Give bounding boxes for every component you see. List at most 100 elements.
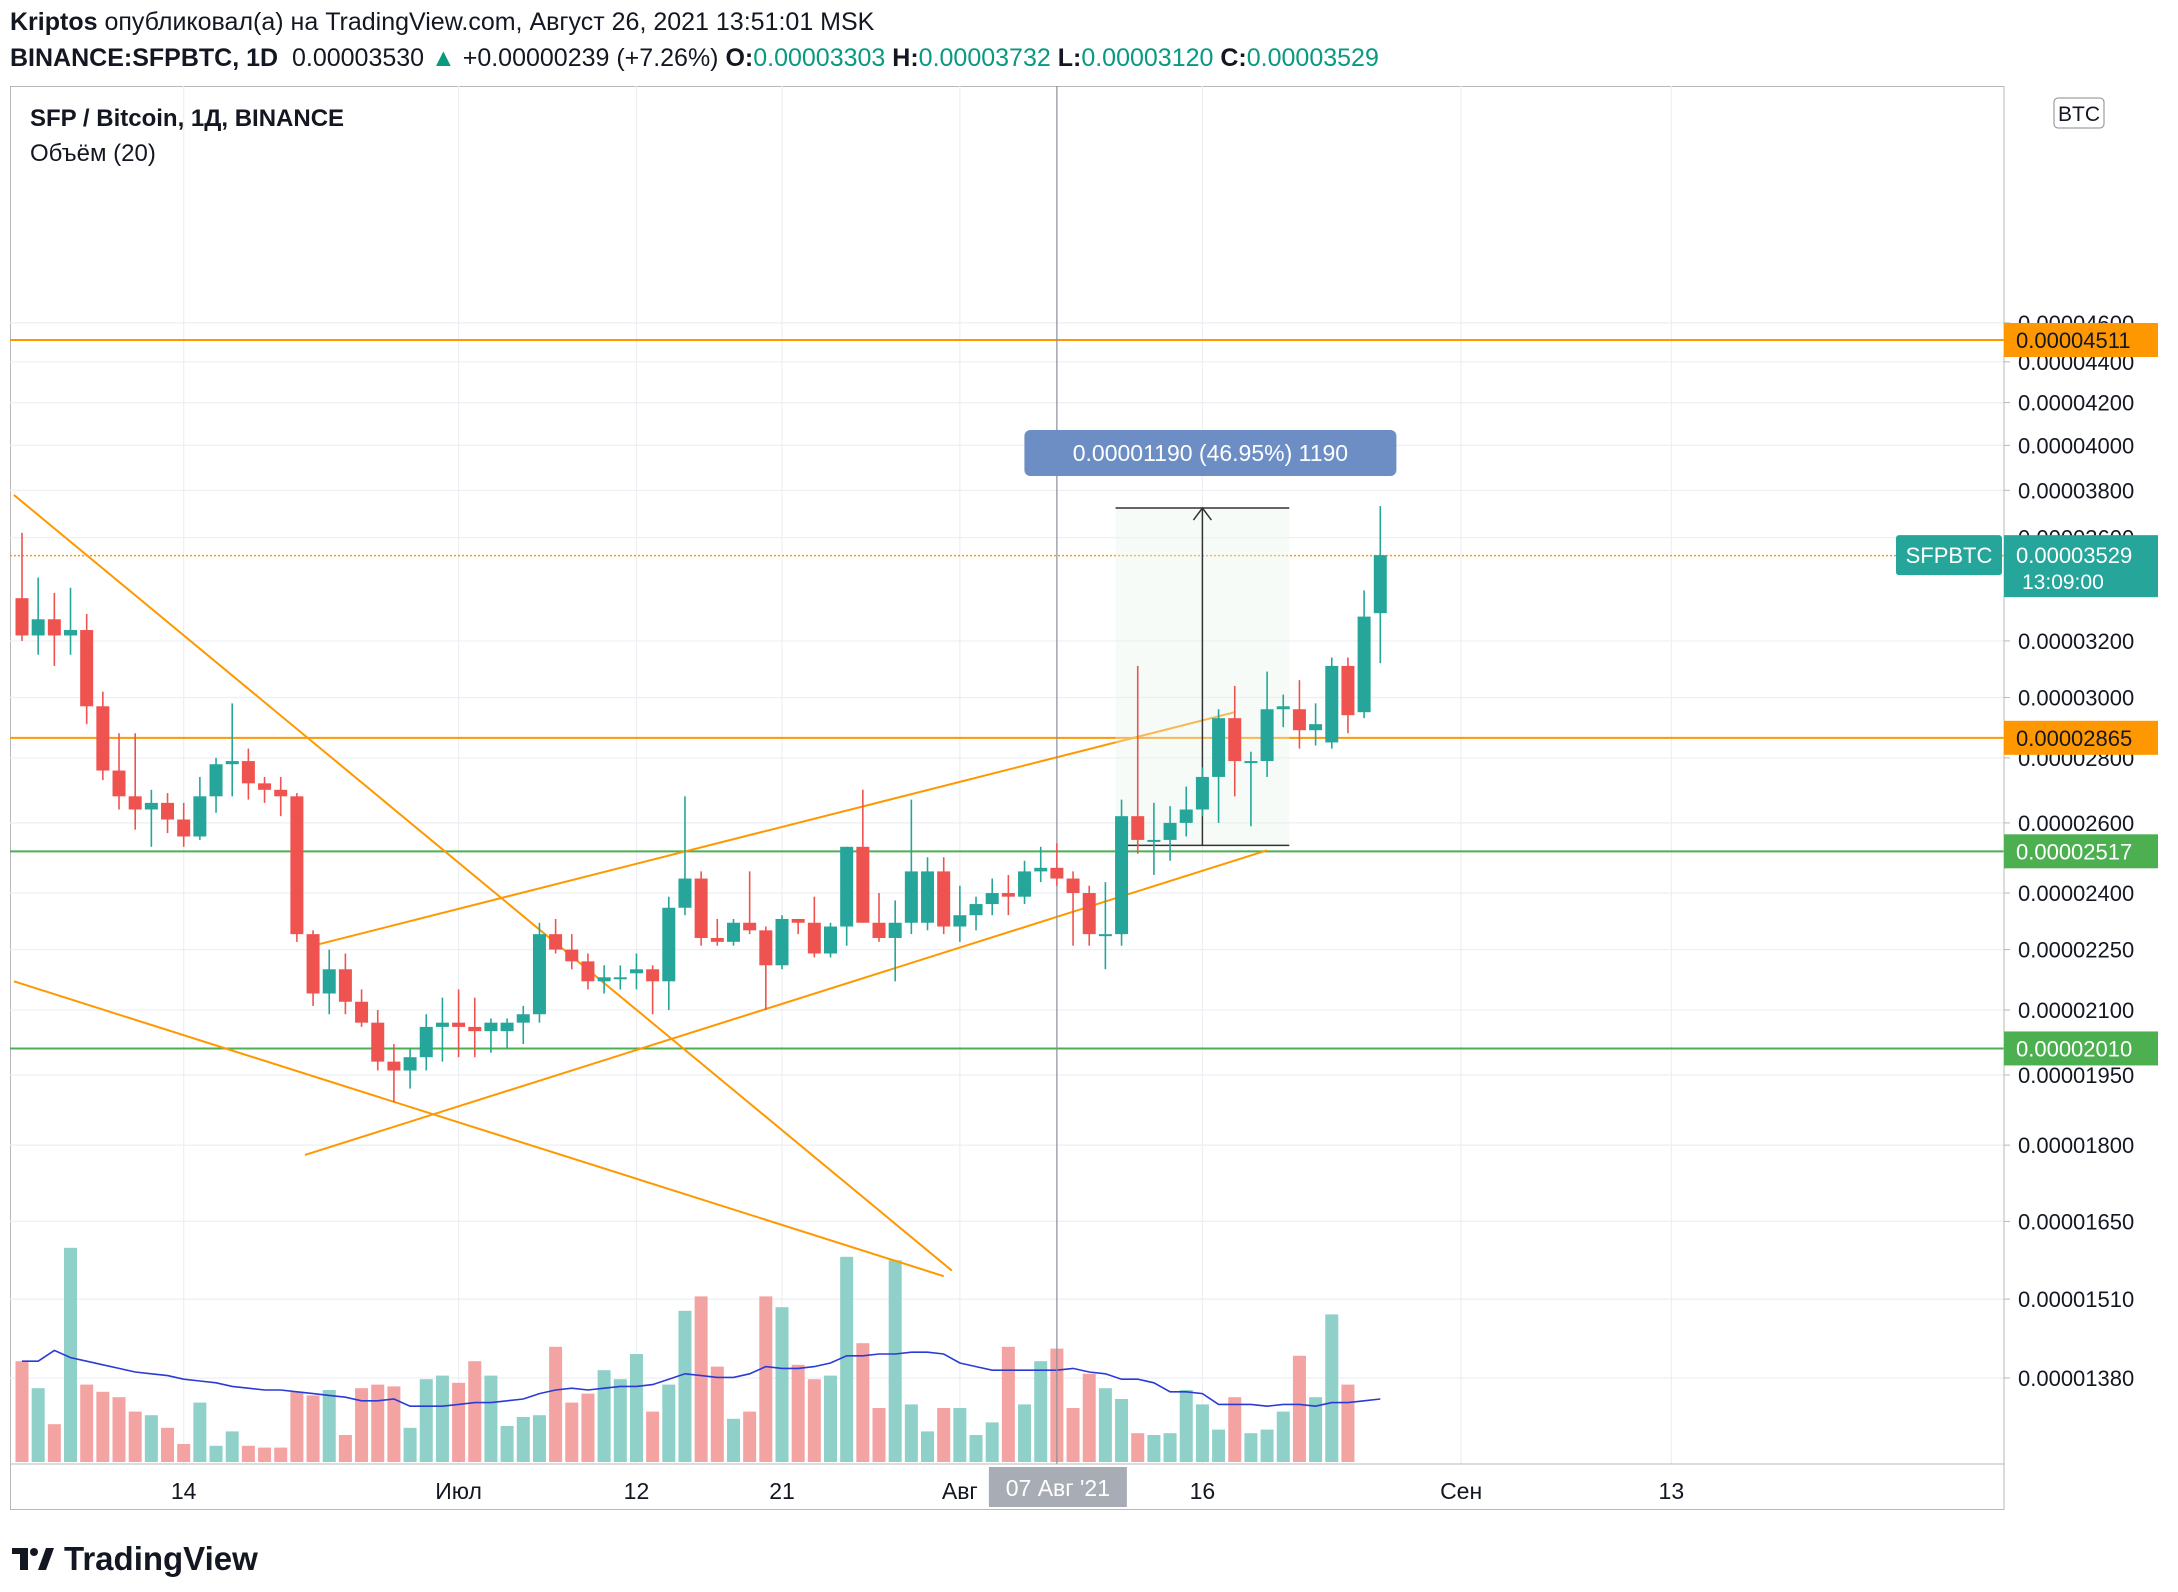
time-tick-label: Авг <box>942 1478 978 1504</box>
volume-bar <box>840 1256 854 1462</box>
volume-bar <box>1309 1397 1323 1462</box>
candle <box>1147 802 1161 875</box>
volume-bar <box>937 1408 951 1462</box>
candle-body <box>435 1022 449 1027</box>
last-price: 0.00003530 <box>291 44 425 72</box>
volume-bar <box>694 1296 708 1462</box>
volume-bar <box>1098 1388 1112 1462</box>
volume-ma-line <box>22 1349 1381 1408</box>
candle <box>678 796 692 916</box>
volume-bar <box>710 1366 724 1462</box>
volume-bar <box>1131 1433 1145 1462</box>
candle <box>435 997 449 1062</box>
price-tick-label: 0.00002250 <box>2018 938 2134 963</box>
candle <box>888 900 902 982</box>
candle <box>1309 703 1323 746</box>
candle <box>1018 860 1032 905</box>
candle <box>759 926 773 1011</box>
candle-body <box>937 871 951 927</box>
volume-bar <box>1147 1435 1161 1462</box>
crosshair-date-tag <box>988 1467 1127 1507</box>
volume-bar <box>953 1408 967 1462</box>
candle-body <box>31 619 45 636</box>
candle-body <box>274 789 288 797</box>
candle <box>549 918 563 954</box>
candle-body <box>419 1026 433 1058</box>
candle <box>96 691 110 781</box>
time-tick-label: 12 <box>624 1478 650 1504</box>
candle <box>1341 657 1355 734</box>
candle-body <box>1276 706 1290 710</box>
candle-body <box>775 918 789 966</box>
candle-body <box>888 922 902 938</box>
candle <box>80 613 94 725</box>
candle <box>791 918 805 935</box>
price-level-tag <box>2004 1031 2158 1066</box>
candle-body <box>387 1061 401 1071</box>
volume-bar <box>1066 1408 1080 1462</box>
price-level-label: 0.00002010 <box>2016 1036 2132 1061</box>
volume-bar <box>824 1375 837 1462</box>
publish-info: опубликовал(а) на TradingView.com, Авгус… <box>104 8 875 36</box>
volume-bar <box>759 1296 773 1462</box>
candle <box>322 949 336 1015</box>
volume-bar <box>241 1445 255 1462</box>
volume-bar <box>904 1404 918 1462</box>
volume-bar <box>613 1379 627 1462</box>
volume-bar <box>1179 1390 1193 1462</box>
candle-body <box>646 969 660 982</box>
candle-body <box>662 907 676 982</box>
candle <box>710 918 724 946</box>
candle <box>1228 685 1242 797</box>
candle-body <box>64 630 78 636</box>
candle <box>258 776 272 803</box>
candle-body <box>516 1014 530 1023</box>
open-value: 0.00003303 <box>753 44 886 72</box>
price-tick-label: 0.00002100 <box>2018 998 2134 1023</box>
volume-bar <box>306 1395 320 1462</box>
price-level-tag <box>2004 720 2158 755</box>
time-tick-label: 16 <box>1190 1478 1216 1504</box>
candle <box>112 733 126 810</box>
candle <box>468 997 482 1058</box>
candle <box>597 965 611 994</box>
volume-bar <box>64 1247 78 1462</box>
candle <box>921 857 935 931</box>
candle <box>775 915 789 970</box>
candle <box>1098 882 1112 970</box>
candle-body <box>1163 822 1177 840</box>
candle <box>1163 806 1177 861</box>
volume-bar <box>969 1435 983 1462</box>
candle <box>1066 871 1080 946</box>
close-value: 0.00003529 <box>1246 44 1379 72</box>
candle <box>193 776 207 840</box>
candle <box>161 793 175 834</box>
candle <box>1034 846 1048 883</box>
candle <box>646 965 660 1015</box>
candle-body <box>1098 934 1112 937</box>
currency-label: BTC <box>2058 103 2100 126</box>
candle-body <box>1115 816 1129 935</box>
ohlc-header: BINANCE:SFPBTC, 1D 0.00003530 ▲ +0.00000… <box>10 44 1379 73</box>
volume-bar <box>1082 1373 1096 1462</box>
candle <box>274 776 288 817</box>
tradingview-logo[interactable]: TradingView <box>12 1540 258 1578</box>
candle-body <box>824 926 837 954</box>
volume-bar <box>1276 1411 1290 1462</box>
candle-body <box>1082 893 1096 935</box>
volume-bar <box>872 1408 886 1462</box>
price-tick-label: 0.00001510 <box>2018 1287 2134 1312</box>
candle <box>355 989 369 1027</box>
last-price-label: 0.00003529 <box>2016 543 2132 568</box>
candle <box>64 587 78 655</box>
candle <box>1325 657 1339 749</box>
candle <box>1276 694 1290 728</box>
candle-body <box>1292 709 1306 731</box>
author-name[interactable]: Kriptos <box>10 8 98 36</box>
candle <box>128 733 142 830</box>
volume-bar <box>856 1343 870 1462</box>
candle-body <box>840 846 854 927</box>
volume-bar <box>678 1310 692 1462</box>
volume-bar <box>80 1384 94 1462</box>
